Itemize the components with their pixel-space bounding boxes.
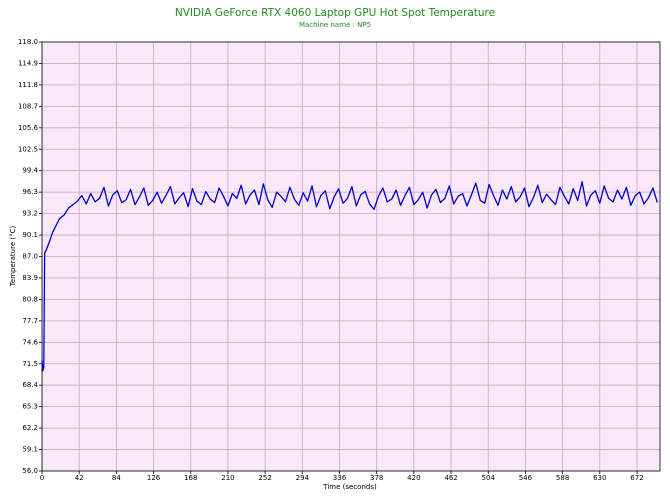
y-axis-label: Temperature (°C) [9,226,17,288]
x-tick-label: 126 [147,474,161,482]
y-tick-label: 62.2 [22,424,38,432]
y-tick-label: 59.1 [22,446,38,454]
y-tick-label: 96.3 [22,188,38,196]
x-tick-label: 420 [407,474,420,482]
x-tick-label: 210 [221,474,234,482]
x-tick-label: 462 [444,474,457,482]
y-tick-label: 90.1 [22,231,38,239]
x-tick-label: 252 [258,474,271,482]
x-tick-label: 0 [40,474,44,482]
chart-subtitle: Machine name : NP5 [299,21,371,29]
x-tick-label: 42 [75,474,84,482]
y-tick-label: 80.8 [22,295,38,303]
x-tick-label: 168 [184,474,197,482]
y-tick-label: 111.8 [18,81,38,89]
y-tick-label: 105.6 [18,124,39,132]
y-tick-label: 108.7 [18,102,38,110]
x-tick-label: 546 [519,474,533,482]
x-tick-label: 672 [630,474,643,482]
y-tick-label: 65.3 [22,403,38,411]
y-tick-label: 87.0 [22,253,38,261]
x-tick-label: 294 [296,474,310,482]
y-tick-label: 93.2 [22,210,38,218]
y-tick-label: 68.4 [22,381,38,389]
y-tick-label: 56.0 [22,467,38,475]
y-tick-label: 77.7 [22,317,38,325]
x-tick-label: 588 [556,474,569,482]
y-tick-label: 71.5 [22,360,38,368]
x-tick-label: 630 [593,474,606,482]
y-tick-label: 74.6 [22,338,38,346]
x-axis-label: Time (seconds) [322,483,377,491]
x-tick-label: 84 [112,474,121,482]
chart-title: NVIDIA GeForce RTX 4060 Laptop GPU Hot S… [175,7,495,19]
temperature-line [41,181,658,372]
x-tick-label: 336 [333,474,347,482]
x-tick-label: 504 [482,474,496,482]
y-tick-label: 83.9 [22,274,38,282]
plot-border [41,41,661,472]
y-tick-label: 102.5 [18,145,38,153]
y-tick-label: 118.0 [18,38,38,46]
y-tick-label: 99.4 [22,167,38,175]
y-tick-label: 114.9 [18,59,38,67]
x-tick-label: 378 [370,474,383,482]
